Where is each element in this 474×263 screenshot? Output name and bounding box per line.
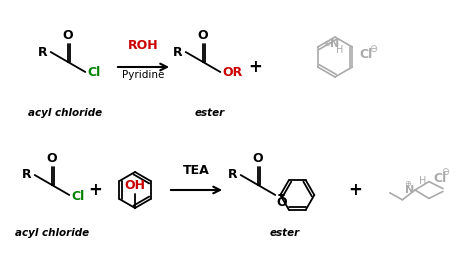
Text: OR: OR <box>222 67 243 79</box>
Text: ester: ester <box>195 108 225 118</box>
Text: acyl chloride: acyl chloride <box>15 228 89 238</box>
Text: +: + <box>348 181 362 199</box>
Text: O: O <box>198 29 208 42</box>
Text: +: + <box>88 181 102 199</box>
Text: ⊕: ⊕ <box>404 179 411 188</box>
Text: TEA: TEA <box>182 164 210 177</box>
Text: R: R <box>38 45 48 58</box>
Text: ⊕: ⊕ <box>323 38 330 48</box>
Text: Cl: Cl <box>87 67 100 79</box>
Text: Cl: Cl <box>359 48 372 62</box>
Text: O: O <box>253 152 264 165</box>
Text: ester: ester <box>270 228 300 238</box>
Text: R: R <box>22 169 32 181</box>
Text: N: N <box>405 185 414 195</box>
Text: Cl: Cl <box>71 190 84 203</box>
Text: Pyridine: Pyridine <box>122 70 164 80</box>
Text: H: H <box>336 45 343 55</box>
Text: O: O <box>276 196 287 209</box>
Text: ⊖: ⊖ <box>441 167 449 177</box>
Text: ⊖: ⊖ <box>369 44 377 54</box>
Text: acyl chloride: acyl chloride <box>28 108 102 118</box>
Text: OH: OH <box>125 179 146 192</box>
Text: H: H <box>419 176 427 186</box>
Text: N: N <box>330 39 340 49</box>
Text: ROH: ROH <box>128 39 158 52</box>
Text: R: R <box>228 169 237 181</box>
Text: O: O <box>63 29 73 42</box>
Text: Cl: Cl <box>433 171 446 185</box>
Text: +: + <box>248 58 262 76</box>
Text: O: O <box>46 152 57 165</box>
Text: R: R <box>173 45 182 58</box>
